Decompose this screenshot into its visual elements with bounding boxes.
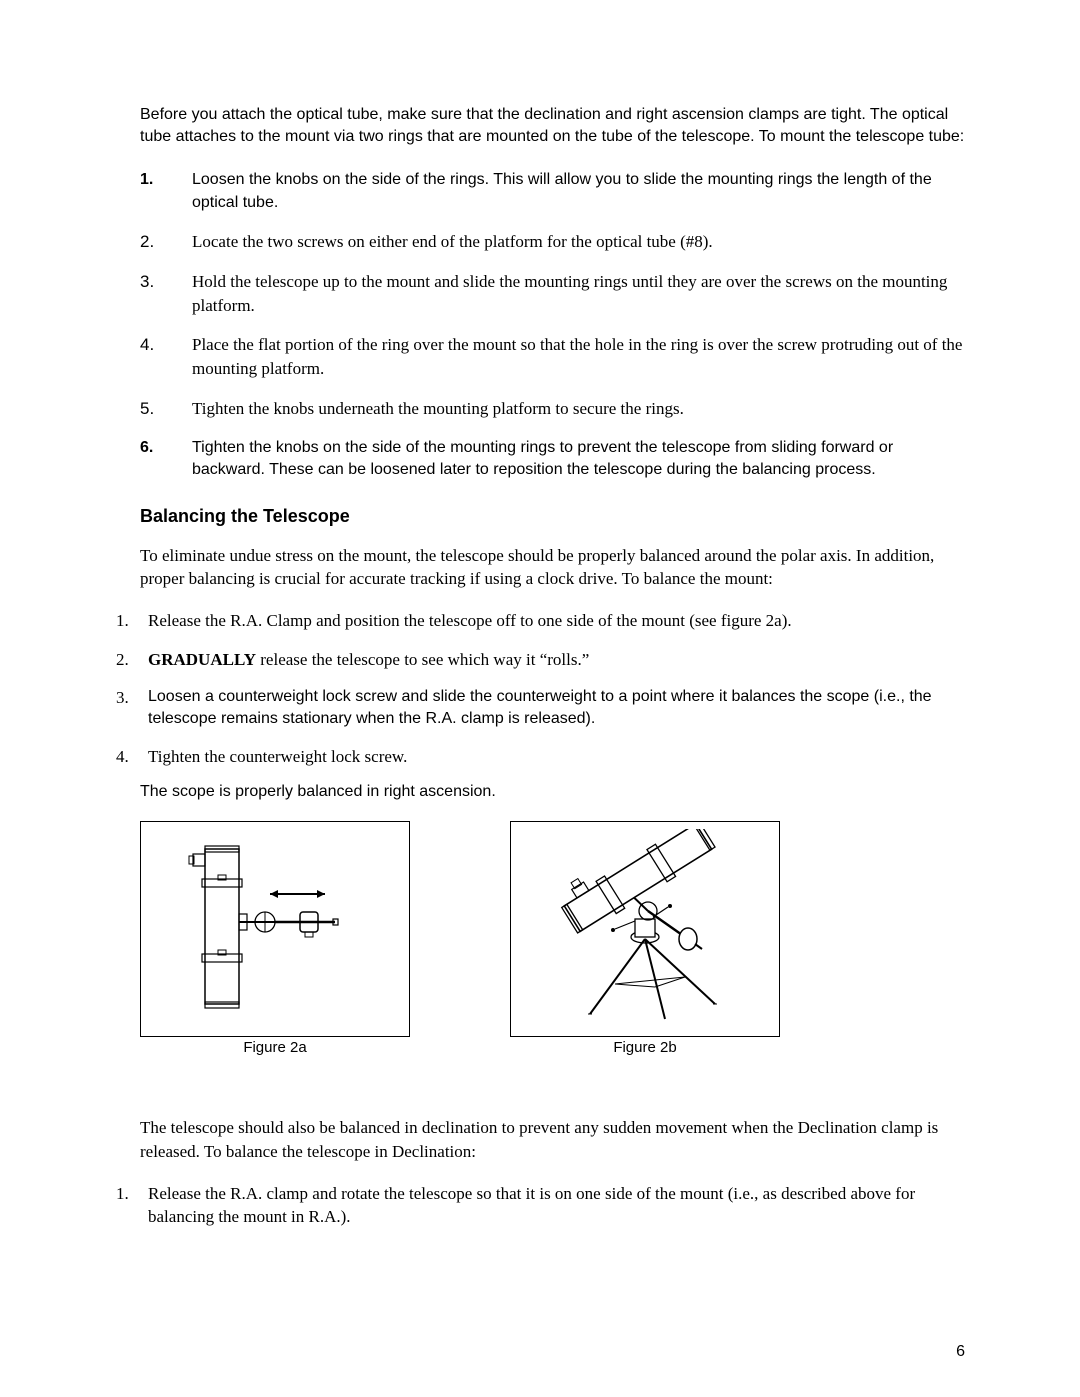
step-number: 2. bbox=[140, 230, 192, 254]
step-number: 6. bbox=[140, 437, 192, 482]
mount-step: 4.Place the flat portion of the ring ove… bbox=[140, 333, 965, 381]
figures-row: Figure 2a bbox=[140, 821, 965, 1056]
step-text: GRADUALLY release the telescope to see w… bbox=[148, 648, 965, 672]
balance-step: 3.Loosen a counterweight lock screw and … bbox=[116, 686, 965, 731]
step-number: 3. bbox=[116, 686, 148, 731]
step-text: Place the flat portion of the ring over … bbox=[192, 333, 965, 381]
figure-2a-caption: Figure 2a bbox=[243, 1039, 306, 1056]
figure-2b-caption: Figure 2b bbox=[613, 1039, 676, 1056]
step-text: Loosen the knobs on the side of the ring… bbox=[192, 169, 965, 214]
mount-step: 6.Tighten the knobs on the side of the m… bbox=[140, 437, 965, 482]
intro-paragraph: Before you attach the optical tube, make… bbox=[140, 104, 965, 147]
mount-steps-list: 1.Loosen the knobs on the side of the ri… bbox=[140, 169, 965, 481]
balance-step: 2.GRADUALLY release the telescope to see… bbox=[116, 648, 965, 672]
step-text: Tighten the counterweight lock screw. bbox=[148, 745, 965, 769]
step-text: Release the R.A. Clamp and position the … bbox=[148, 609, 965, 633]
step-number: 2. bbox=[116, 648, 148, 672]
step-text: Tighten the knobs on the side of the mou… bbox=[192, 437, 965, 482]
step-number: 5. bbox=[140, 397, 192, 421]
mount-step: 5.Tighten the knobs underneath the mount… bbox=[140, 397, 965, 421]
step-number: 4. bbox=[140, 333, 192, 381]
step-number: 4. bbox=[116, 745, 148, 769]
step-text: Hold the telescope up to the mount and s… bbox=[192, 270, 965, 318]
figure-2a-box bbox=[140, 821, 410, 1037]
figure-2a-diagram bbox=[160, 834, 390, 1024]
figure-2b-diagram bbox=[520, 829, 770, 1029]
step-text: Loosen a counterweight lock screw and sl… bbox=[148, 686, 965, 731]
declination-intro: The telescope should also be balanced in… bbox=[140, 1116, 965, 1164]
figure-2b-column: Figure 2b bbox=[510, 821, 780, 1056]
figure-2a-column: Figure 2a bbox=[140, 821, 410, 1056]
balance-intro: To eliminate undue stress on the mount, … bbox=[140, 544, 965, 592]
section-heading: Balancing the Telescope bbox=[140, 506, 965, 527]
mount-step: 1.Loosen the knobs on the side of the ri… bbox=[140, 169, 965, 214]
page-number: 6 bbox=[956, 1343, 965, 1361]
figure-2b-box bbox=[510, 821, 780, 1037]
balanced-result: The scope is properly balanced in right … bbox=[140, 783, 965, 801]
step-text: Locate the two screws on either end of t… bbox=[192, 230, 965, 254]
balance-steps-list: 1.Release the R.A. Clamp and position th… bbox=[140, 609, 965, 769]
declination-step: 1.Release the R.A. clamp and rotate the … bbox=[116, 1182, 965, 1230]
document-page: Before you attach the optical tube, make… bbox=[0, 0, 1080, 1397]
mount-step: 3.Hold the telescope up to the mount and… bbox=[140, 270, 965, 318]
step-number: 3. bbox=[140, 270, 192, 318]
balance-step: 1.Release the R.A. Clamp and position th… bbox=[116, 609, 965, 633]
step-text: Tighten the knobs underneath the mountin… bbox=[192, 397, 965, 421]
step-text: Release the R.A. clamp and rotate the te… bbox=[148, 1182, 965, 1230]
step-number: 1. bbox=[140, 169, 192, 214]
declination-steps-list: 1.Release the R.A. clamp and rotate the … bbox=[140, 1182, 965, 1230]
step-number: 1. bbox=[116, 1182, 148, 1230]
mount-step: 2.Locate the two screws on either end of… bbox=[140, 230, 965, 254]
step-number: 1. bbox=[116, 609, 148, 633]
balance-step: 4.Tighten the counterweight lock screw. bbox=[116, 745, 965, 769]
